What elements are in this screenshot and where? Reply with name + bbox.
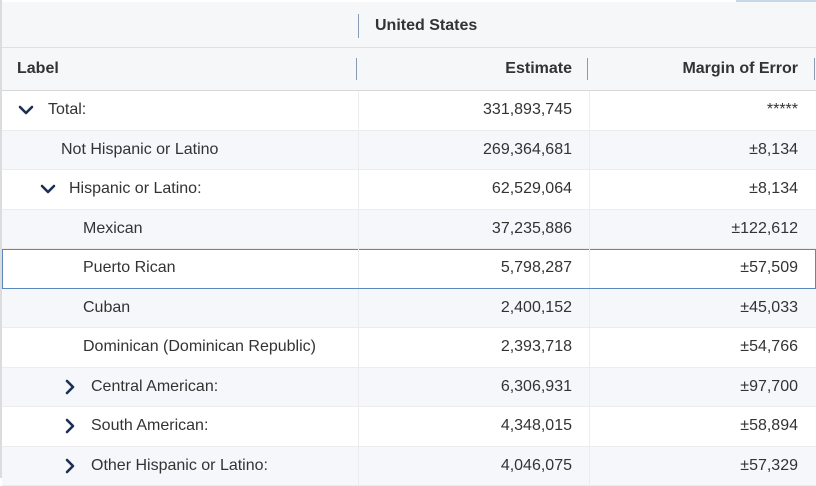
estimate-cell: 2,400,152 (359, 289, 572, 327)
estimate-cell: 62,529,064 (359, 170, 572, 208)
table-row[interactable]: Total: 331,893,745 ***** (2, 91, 816, 131)
table-row[interactable]: Mexican 37,235,886 ±122,612 (2, 210, 816, 250)
chevron-down-icon[interactable] (40, 181, 56, 197)
table-row[interactable]: Cuban 2,400,152 ±45,033 (2, 289, 816, 329)
chevron-down-icon[interactable] (18, 102, 34, 118)
row-label: Hispanic or Latino: (69, 170, 202, 208)
row-label: Puerto Rican (83, 249, 176, 287)
margin-of-error-cell: ±97,700 (590, 368, 798, 406)
table-row[interactable]: Dominican (Dominican Republic) 2,393,718 ±… (2, 328, 816, 368)
table-body: Total:331,893,745*****Not Hispanic or La… (2, 91, 816, 486)
table-row[interactable]: Other Hispanic or Latino: 4,046,075 ±57,32… (2, 447, 816, 486)
margin-of-error-cell: ±58,894 (590, 407, 798, 445)
margin-of-error-cell: ±57,509 (590, 249, 798, 287)
row-label: Mexican (83, 210, 143, 248)
column-resize-handle[interactable] (814, 58, 815, 80)
column-resize-handle[interactable] (358, 14, 359, 38)
margin-of-error-cell: ±8,134 (590, 170, 798, 208)
estimate-cell: 331,893,745 (359, 91, 572, 129)
estimate-cell: 4,046,075 (359, 447, 572, 485)
chevron-right-icon[interactable] (62, 379, 78, 395)
column-header-row: Label Estimate Margin of Error (2, 48, 816, 91)
estimate-cell: 269,364,681 (359, 131, 572, 169)
row-label: South American: (91, 407, 208, 445)
margin-of-error-cell: ±54,766 (590, 328, 798, 366)
row-label: Cuban (83, 289, 130, 327)
table-row[interactable]: South American: 4,348,015 ±58,894 (2, 407, 816, 447)
label-column-header[interactable]: Label (17, 48, 59, 90)
margin-of-error-cell: ±122,612 (590, 210, 798, 248)
table-row[interactable]: Not Hispanic or Latino 269,364,681 ±8,134 (2, 131, 816, 171)
estimate-cell: 2,393,718 (359, 328, 572, 366)
column-resize-handle[interactable] (356, 58, 357, 80)
margin-of-error-cell: ±57,329 (590, 447, 798, 485)
table-row[interactable]: Puerto Rican 5,798,287 ±57,509 (2, 249, 816, 289)
chevron-right-icon[interactable] (62, 418, 78, 434)
table-row[interactable]: Central American: 6,306,931 ±97,700 (2, 368, 816, 408)
margin-of-error-cell: ***** (590, 91, 798, 129)
estimate-cell: 37,235,886 (359, 210, 572, 248)
row-label: Not Hispanic or Latino (61, 131, 218, 169)
estimate-cell: 5,798,287 (359, 249, 572, 287)
chevron-right-icon[interactable] (62, 458, 78, 474)
row-label: Total: (48, 91, 86, 129)
column-resize-handle[interactable] (587, 58, 588, 80)
margin-of-error-cell: ±8,134 (590, 131, 798, 169)
geography-header-row: United States (2, 2, 816, 48)
margin-of-error-column-header[interactable]: Margin of Error (590, 48, 798, 90)
row-label: Other Hispanic or Latino: (91, 447, 268, 485)
table-row[interactable]: Hispanic or Latino: 62,529,064 ±8,134 (2, 170, 816, 210)
estimate-column-header[interactable]: Estimate (359, 48, 572, 90)
geography-name: United States (375, 2, 477, 50)
row-label: Central American: (91, 368, 218, 406)
estimate-cell: 4,348,015 (359, 407, 572, 445)
margin-of-error-cell: ±45,033 (590, 289, 798, 327)
row-label: Dominican (Dominican Republic) (83, 328, 316, 366)
estimate-cell: 6,306,931 (359, 368, 572, 406)
